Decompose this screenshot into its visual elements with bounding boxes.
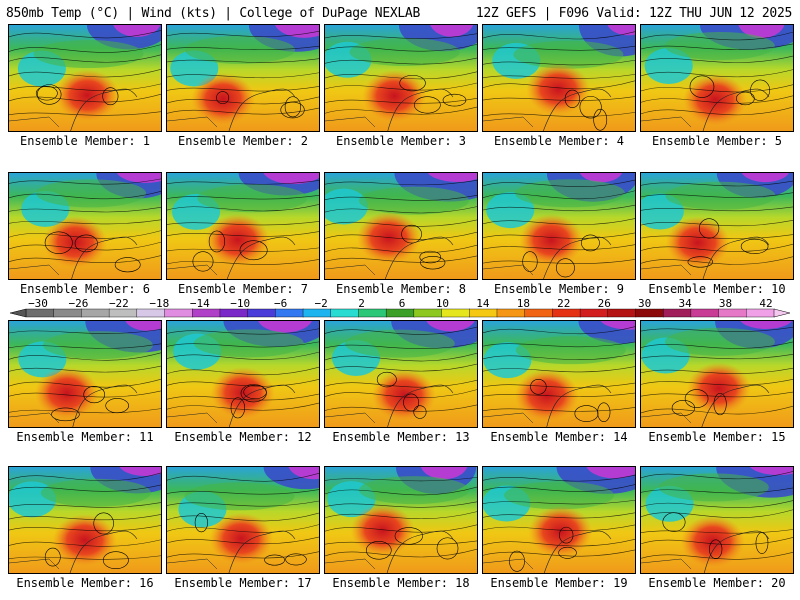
colorbar-segment [302,308,332,318]
colorbar-tick-label: 6 [398,297,406,310]
colorbar-segment [247,308,277,318]
colorbar-segment [81,308,110,318]
ensemble-member-map [640,320,794,428]
colorbar-tick-label: 26 [597,297,611,310]
ensemble-member-label: Ensemble Member: 1 [19,134,151,148]
ensemble-member-map [166,320,320,428]
colorbar-segment [385,308,415,318]
ensemble-member-label: Ensemble Member: 17 [174,576,312,590]
ensemble-member-label: Ensemble Member: 15 [648,430,786,444]
ensemble-member-map [324,172,478,280]
colorbar-segment [662,308,692,318]
colorbar-tick-label: −10 [230,297,251,310]
colorbar-segment [496,308,526,318]
ensemble-member-label: Ensemble Member: 3 [335,134,467,148]
colorbar-tick-label: −26 [68,297,89,310]
ensemble-member-map [482,24,636,132]
colorbar-tick-label: −6 [274,297,288,310]
colorbar-segment [413,308,443,318]
colorbar-segment [524,308,554,318]
ensemble-member-map [640,466,794,574]
ensemble-member-map [482,320,636,428]
colorbar-tick-label: −22 [108,297,129,310]
ensemble-member-label: Ensemble Member: 11 [16,430,154,444]
ensemble-member-map [482,172,636,280]
colorbar-segment [25,308,55,318]
temperature-colorbar [9,308,791,318]
ensemble-member-map [482,466,636,574]
colorbar-tick-label: 34 [678,297,692,310]
colorbar-segment [108,308,138,318]
colorbar-segment [469,308,498,318]
ensemble-member-label: Ensemble Member: 12 [174,430,312,444]
ensemble-member-label: Ensemble Member: 19 [490,576,628,590]
ensemble-member-label: Ensemble Member: 8 [335,282,467,296]
colorbar-tick-labels: −30 −26 −22 −18 −14 −10 −6 −2 2 6 10 14 18 22 26 30 34 38… [0,297,800,310]
ensemble-member-label: Ensemble Member: 7 [177,282,309,296]
ensemble-member-label: Ensemble Member: 14 [490,430,628,444]
colorbar-segment [164,308,193,318]
colorbar-min-arrow [9,308,27,318]
ensemble-member-label: Ensemble Member: 16 [16,576,154,590]
colorbar-segment [358,308,387,318]
ensemble-member-map [324,320,478,428]
ensemble-member-map [640,172,794,280]
colorbar-tick-label: 14 [476,297,490,310]
ensemble-member-map [8,320,162,428]
colorbar-tick-label: 38 [718,297,733,310]
ensemble-member-map [166,172,320,280]
colorbar-tick-label: 30 [638,297,652,310]
colorbar-segment [275,308,304,318]
colorbar-segment [53,308,83,318]
ensemble-member-map [640,24,794,132]
colorbar-segment [219,308,249,318]
ensemble-member-label: Ensemble Member: 13 [332,430,470,444]
ensemble-member-map [8,24,162,132]
ensemble-member-label: Ensemble Member: 2 [177,134,309,148]
colorbar-segment [136,308,166,318]
ensemble-member-label: Ensemble Member: 5 [651,134,783,148]
ensemble-member-label: Ensemble Member: 10 [648,282,786,296]
header-right-title: 12Z GEFS | F096 Valid: 12Z THU JUN 12 20… [475,6,792,21]
ensemble-member-label: Ensemble Member: 9 [493,282,625,296]
ensemble-member-map [166,466,320,574]
colorbar-segment [552,308,581,318]
colorbar-max-arrow [773,308,791,318]
ensemble-member-map [324,24,478,132]
ensemble-member-map [8,466,162,574]
colorbar-segment [718,308,747,318]
ensemble-member-map [166,24,320,132]
ensemble-member-label: Ensemble Member: 20 [648,576,786,590]
ensemble-member-label: Ensemble Member: 6 [19,282,151,296]
ensemble-member-label: Ensemble Member: 18 [332,576,470,590]
colorbar-segment [690,308,720,318]
colorbar-segment [607,308,637,318]
colorbar-tick-label: −2 [314,297,328,310]
colorbar-segment [746,308,775,318]
colorbar-tick-label: 18 [516,297,530,310]
colorbar-segment [441,308,470,318]
colorbar-tick-label: −14 [189,297,210,310]
ensemble-member-map [324,466,478,574]
colorbar-tick-label: 2 [358,297,365,310]
ensemble-member-label: Ensemble Member: 4 [493,134,625,148]
colorbar-tick-label: 10 [435,297,450,310]
header-left-title: 850mb Temp (°C) | Wind (kts) | College o… [6,6,420,21]
ensemble-member-map [8,172,162,280]
colorbar-tick-label: 42 [759,297,773,310]
colorbar-tick-label: 22 [557,297,571,310]
colorbar-segment [192,308,221,318]
colorbar-segment [330,308,360,318]
colorbar-segment [635,308,664,318]
colorbar-tick-label: −18 [149,297,170,310]
colorbar-segment [579,308,609,318]
colorbar-tick-label: −30 [28,297,48,310]
